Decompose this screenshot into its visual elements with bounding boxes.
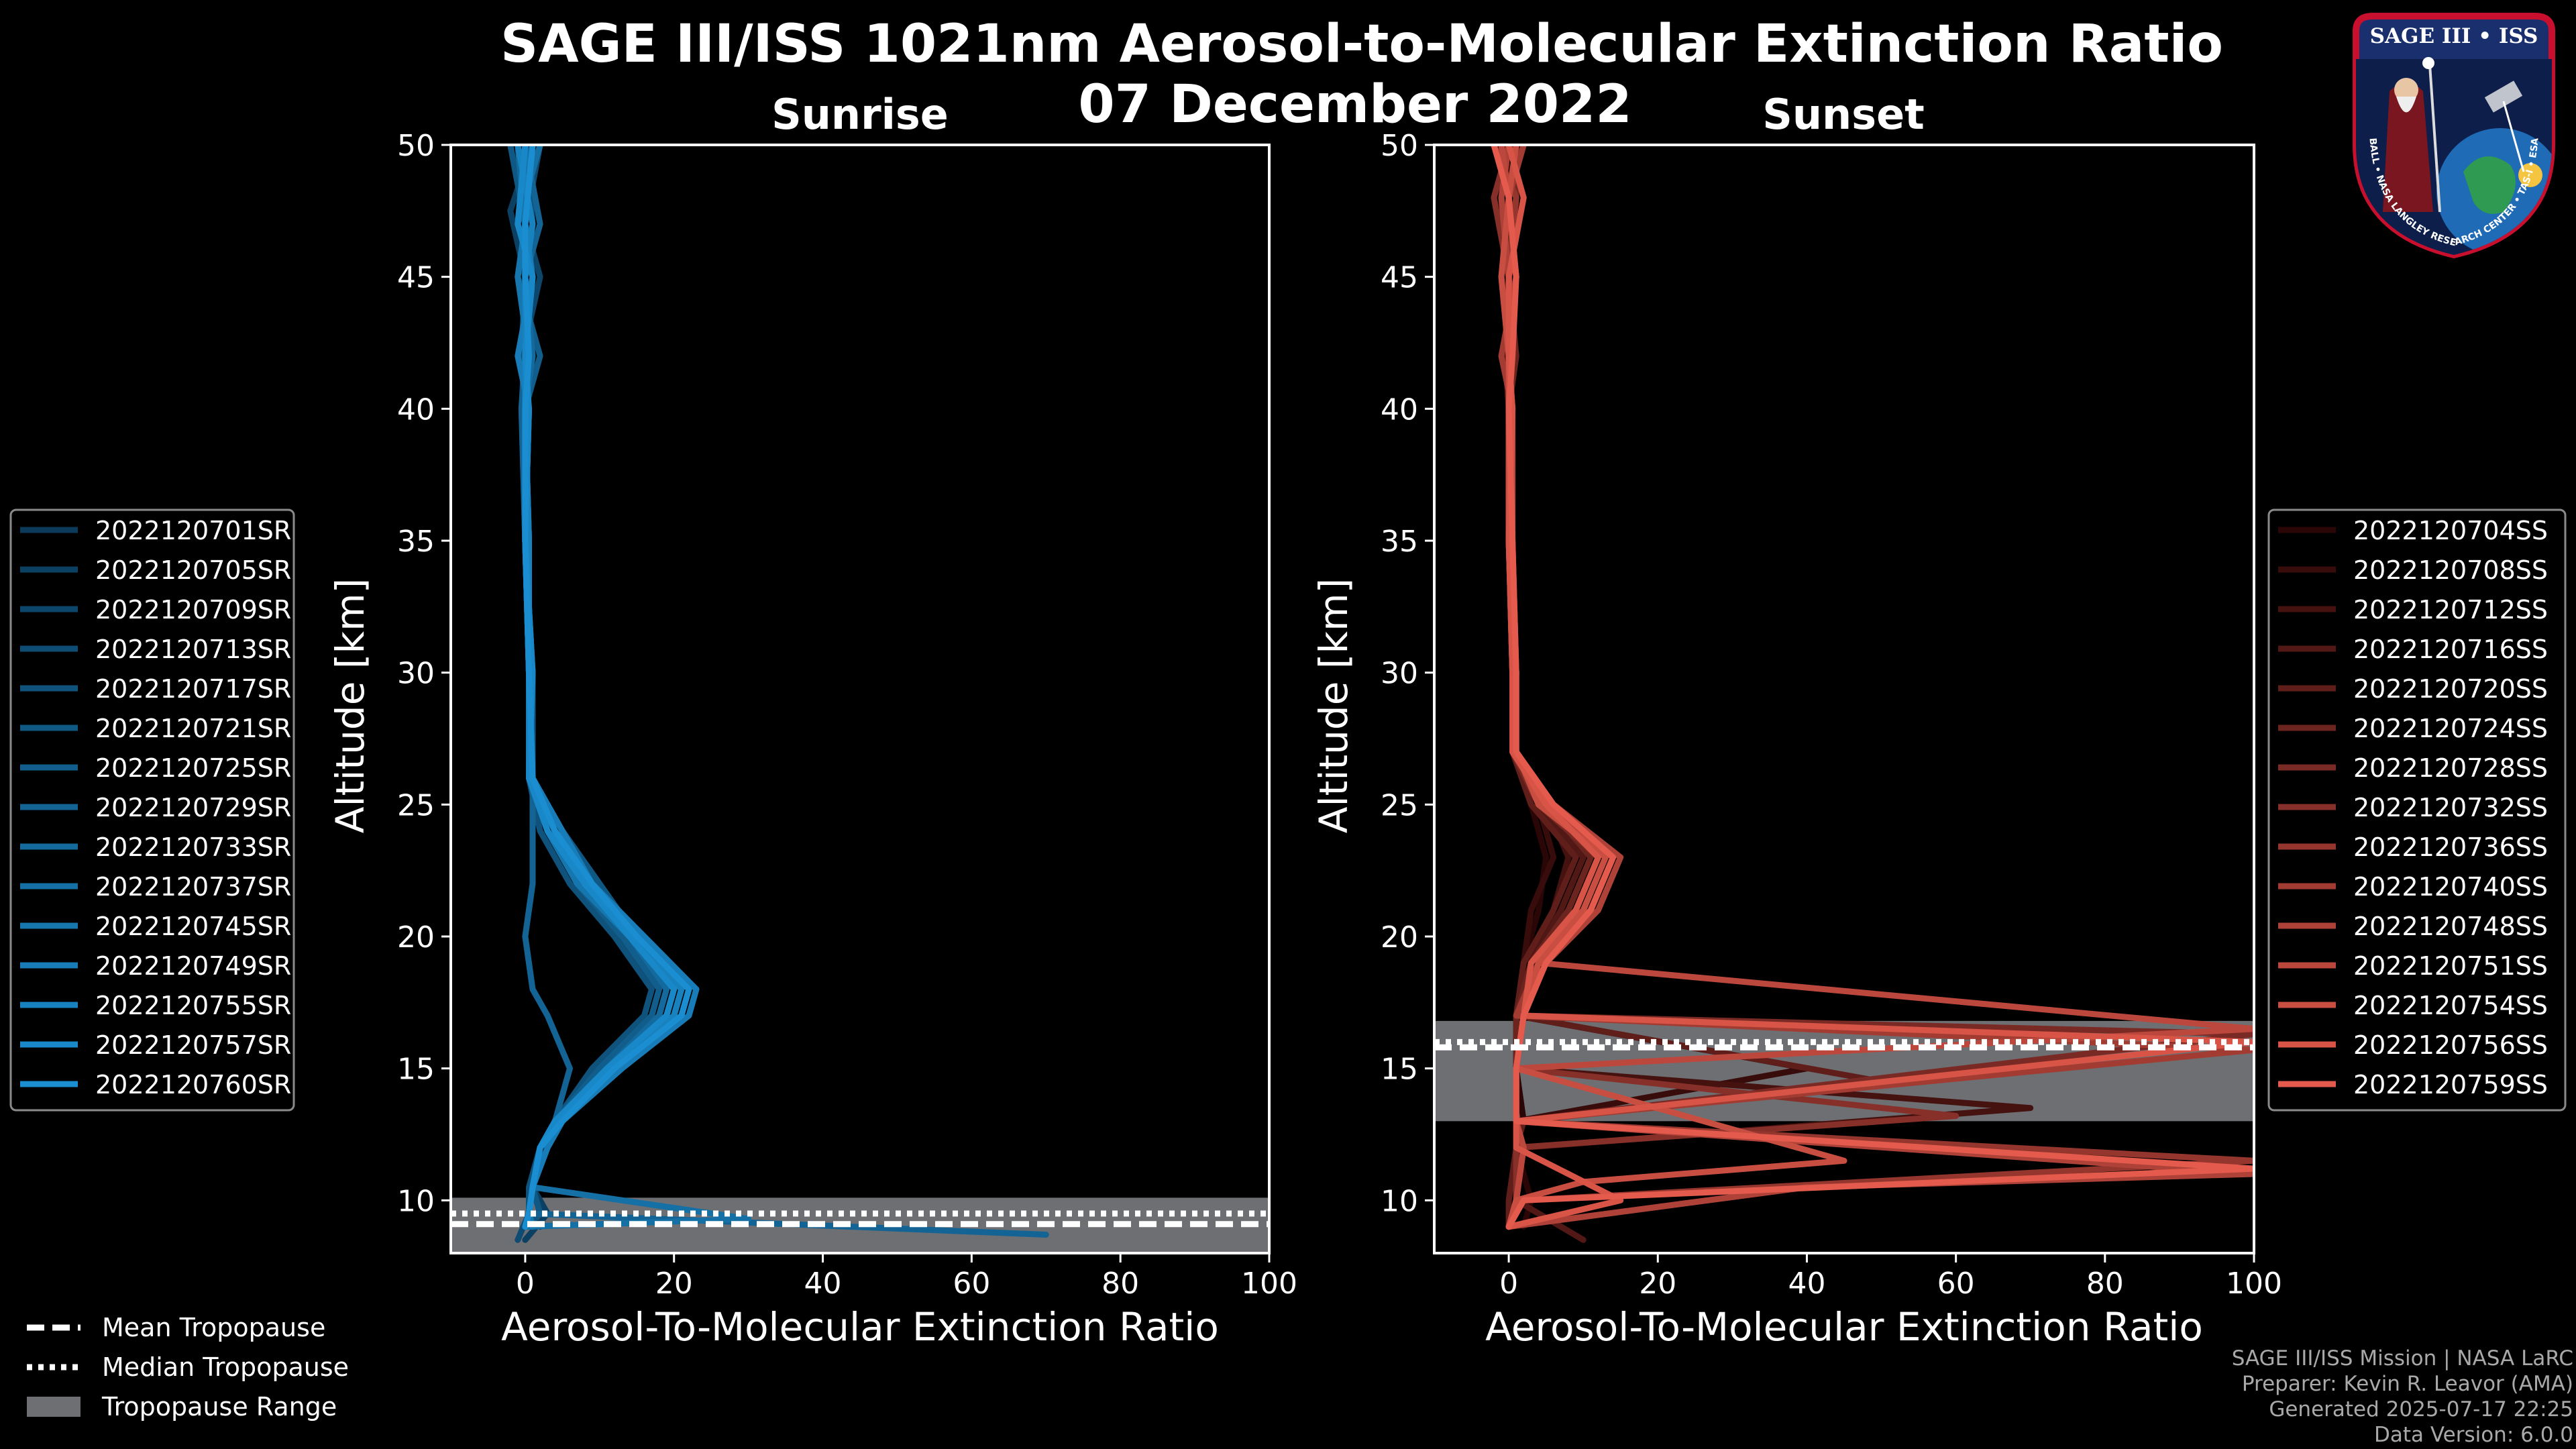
mission-patch-icon: SAGE III • ISS BALL • NASA LANGLEY RESEA… [2353, 13, 2555, 259]
x-tick-label: 40 [804, 1267, 842, 1301]
footer-mission: SAGE III/ISS Mission | NASA LaRC [2231, 1346, 2573, 1371]
y-tick-label: 15 [1381, 1053, 1418, 1087]
series-line-2022120756SS [1505, 145, 2254, 1230]
y-tick-label: 40 [1381, 392, 1418, 427]
x-tick-label: 40 [1788, 1267, 1825, 1301]
plot-area [451, 145, 1269, 1253]
legend-label-2022120712SS: 2022120712SS [2353, 595, 2548, 625]
y-tick-label: 35 [1381, 525, 1418, 559]
legend-label-2022120733SR: 2022120733SR [95, 833, 291, 862]
sunset-panel: Sunset 0 20 40 60 80 100 10 15 20 25 30 35 40 45 50 Aero… [1311, 90, 2567, 1350]
series-line-2022120759SS [1491, 145, 2254, 1230]
legend-label-2022120721SR: 2022120721SR [95, 714, 291, 743]
legend-label-2022120760SR: 2022120760SR [95, 1070, 291, 1099]
panel-title: Sunset [1762, 90, 1925, 139]
plot-area [1434, 145, 2254, 1243]
y-tick-label: 10 [397, 1184, 435, 1218]
panel-title: Sunrise [771, 90, 949, 139]
legend-label-2022120755SR: 2022120755SR [95, 991, 291, 1020]
footer: SAGE III/ISS Mission | NASA LaRC Prepare… [2232, 1346, 2573, 1448]
mean-tropopause-label: Mean Tropopause [102, 1313, 325, 1342]
y-tick-label: 30 [397, 657, 435, 691]
x-tick-label: 0 [1499, 1267, 1518, 1301]
series-line-2022120737SR [515, 145, 752, 1230]
legend-label-2022120729SR: 2022120729SR [95, 793, 291, 822]
legend-label-2022120717SR: 2022120717SR [95, 674, 291, 704]
x-tick-label: 80 [1102, 1267, 1139, 1301]
legend-label-2022120728SS: 2022120728SS [2353, 753, 2548, 783]
legend-label-2022120716SS: 2022120716SS [2353, 635, 2548, 664]
legend-label-2022120709SR: 2022120709SR [95, 595, 291, 625]
legend-label-2022120724SS: 2022120724SS [2353, 714, 2548, 743]
y-tick-label: 20 [1381, 920, 1418, 955]
y-tick-label: 40 [397, 392, 435, 427]
legend-box [9, 508, 295, 1112]
y-tick-label: 45 [1381, 261, 1418, 295]
legend-label-2022120732SS: 2022120732SS [2353, 793, 2548, 822]
legend-box [2267, 508, 2567, 1112]
x-tick-label: 20 [1639, 1267, 1676, 1301]
y-axis-label: Altitude [km] [327, 578, 373, 833]
figure-date: 07 December 2022 [1078, 74, 1631, 135]
figure-title: SAGE III/ISS 1021nm Aerosol-to-Molecular… [500, 14, 2223, 74]
y-tick-label: 20 [397, 920, 435, 955]
y-tick-label: 15 [397, 1053, 435, 1087]
y-tick-label: 30 [1381, 657, 1418, 691]
tropopause-range-swatch [27, 1397, 80, 1417]
series-line-2022120725SR [515, 145, 662, 1230]
series-legend: 2022120701SR 2022120705SR 2022120709SR 2022… [9, 508, 295, 1112]
tropopause-legend: Mean Tropopause Median Tropopause Tropop… [27, 1313, 349, 1421]
legend-label-2022120757SR: 2022120757SR [95, 1030, 291, 1060]
y-axis-label: Altitude [km] [1311, 578, 1356, 833]
x-tick-label: 100 [2226, 1267, 2282, 1301]
legend-label-2022120708SS: 2022120708SS [2353, 555, 2548, 585]
footer-version: Data Version: 6.0.0 [2373, 1423, 2573, 1447]
x-tick-label: 0 [516, 1267, 535, 1301]
y-tick-label: 50 [1381, 129, 1418, 163]
axes-frame [449, 144, 1271, 1254]
y-tick-label: 35 [397, 525, 435, 559]
series-line-2022120717SR [518, 145, 655, 1230]
legend-label-2022120751SS: 2022120751SS [2353, 951, 2548, 981]
mission-patch-title: SAGE III • ISS [2370, 24, 2538, 48]
median-tropopause-label: Median Tropopause [102, 1352, 349, 1382]
legend-label-2022120701SR: 2022120701SR [95, 516, 291, 545]
legend-label-2022120713SR: 2022120713SR [95, 635, 291, 664]
legend-label-2022120725SR: 2022120725SR [95, 753, 291, 783]
legend-label-2022120754SS: 2022120754SS [2353, 991, 2548, 1020]
legend-label-2022120748SS: 2022120748SS [2353, 912, 2548, 941]
y-tick-label: 45 [397, 261, 435, 295]
x-tick-label: 60 [953, 1267, 990, 1301]
x-axis-label: Aerosol-To-Molecular Extinction Ratio [501, 1304, 1219, 1350]
legend-label-2022120704SS: 2022120704SS [2353, 516, 2548, 545]
y-tick-label: 50 [397, 129, 435, 163]
axes-frame [1433, 144, 2255, 1254]
x-tick-label: 20 [655, 1267, 693, 1301]
y-tick-label: 25 [1381, 788, 1418, 822]
legend-label-2022120737SR: 2022120737SR [95, 872, 291, 902]
legend-label-2022120745SR: 2022120745SR [95, 912, 291, 941]
legend-label-2022120740SS: 2022120740SS [2353, 872, 2548, 902]
legend-label-2022120705SR: 2022120705SR [95, 555, 291, 585]
legend-label-2022120756SS: 2022120756SS [2353, 1030, 2548, 1060]
series-legend: 2022120704SS 2022120708SS 2022120712SS 2022… [2267, 508, 2567, 1112]
y-tick-label: 25 [397, 788, 435, 822]
x-tick-label: 100 [1241, 1267, 1297, 1301]
legend-label-2022120736SS: 2022120736SS [2353, 833, 2548, 862]
y-tick-label: 10 [1381, 1184, 1418, 1218]
legend-label-2022120759SS: 2022120759SS [2353, 1070, 2548, 1099]
footer-preparer: Preparer: Kevin R. Leavor (AMA) [2241, 1372, 2573, 1396]
series-line-2022120760SR [522, 145, 692, 1230]
legend-label-2022120749SR: 2022120749SR [95, 951, 291, 981]
tropopause-range-label: Tropopause Range [101, 1392, 337, 1421]
legend-label-2022120720SS: 2022120720SS [2353, 674, 2548, 704]
sunrise-panel: Sunrise 0 20 40 60 80 100 10 15 20 25 30 35 40 45 50 Aer… [9, 90, 1297, 1350]
x-tick-label: 80 [2086, 1267, 2124, 1301]
x-tick-label: 60 [1937, 1267, 1975, 1301]
series-line-2022120701SR [515, 145, 662, 1230]
footer-generated: Generated 2025-07-17 22:25 [2269, 1397, 2573, 1421]
x-axis-label: Aerosol-To-Molecular Extinction Ratio [1485, 1304, 2203, 1350]
